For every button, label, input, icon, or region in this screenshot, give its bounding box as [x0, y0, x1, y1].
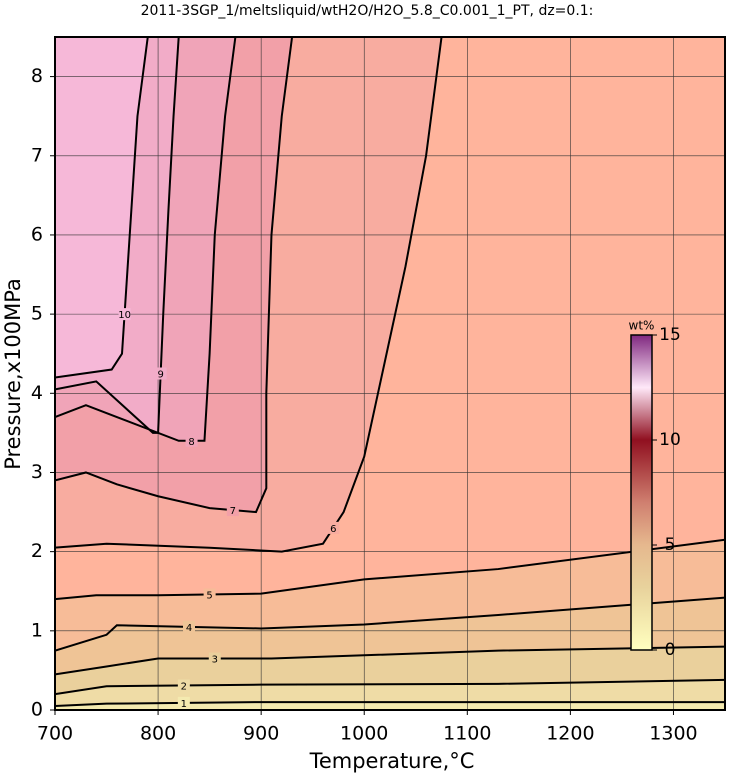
colorbar-tick-label: 15	[659, 325, 681, 345]
contour-label: 2	[181, 681, 187, 692]
contour-line	[55, 538, 725, 601]
y-tick-label: 5	[31, 303, 43, 325]
contour-label: 4	[186, 623, 192, 634]
colorbar-tick-label: 10	[659, 430, 681, 450]
y-tick-label: 2	[31, 540, 43, 562]
y-tick-label: 4	[31, 382, 43, 404]
x-tick-label: 1200	[546, 723, 594, 745]
contour-label-bg	[177, 696, 190, 709]
contour-band	[55, 37, 148, 378]
y-tick-label: 6	[31, 223, 43, 245]
y-tick-label: 0	[31, 699, 43, 721]
colorbar-label: wt%	[629, 319, 655, 333]
y-tick-label: 3	[31, 461, 43, 483]
contour-label-bg	[203, 588, 216, 601]
colorbar-tick-label: 0	[665, 640, 676, 660]
contour-line	[55, 37, 443, 553]
contour-line	[55, 596, 725, 652]
contour-line	[55, 37, 237, 442]
colorbar	[630, 334, 653, 651]
contour-label-bg	[183, 620, 195, 633]
contour-label-bg	[226, 504, 239, 517]
plot-area: 1 2 3 4 5 6 7 8 9 10	[55, 37, 725, 710]
colorbar-tick-label: 5	[665, 535, 676, 555]
contour-label: 9	[157, 370, 163, 381]
plot-frame	[54, 36, 726, 711]
contour-label-bg	[177, 679, 190, 692]
y-tick-label: 7	[31, 144, 43, 166]
x-tick-label: 1300	[649, 723, 697, 745]
contour-label-bg	[327, 521, 340, 534]
contour-label: 5	[206, 590, 212, 601]
x-tick-label: 700	[37, 723, 73, 745]
contour-label: 8	[188, 437, 194, 448]
contour-label: 6	[330, 524, 336, 535]
x-tick-label: 900	[243, 723, 279, 745]
x-axis-label: Temperature,°C	[309, 749, 475, 773]
contour-label-bg	[154, 367, 167, 380]
x-tick-label: 800	[140, 723, 176, 745]
contour-band	[55, 702, 725, 710]
contour-label: 1	[181, 699, 187, 710]
contour-label: 7	[230, 506, 236, 517]
contour-line	[55, 678, 725, 696]
y-tick-label: 8	[31, 65, 43, 87]
contour-label-bg	[208, 652, 221, 665]
contour-label: 10	[118, 310, 131, 321]
x-tick-label: 1000	[340, 723, 388, 745]
contour-line	[55, 37, 149, 379]
contour-line	[55, 37, 294, 514]
contour-label-bg	[185, 434, 198, 447]
x-tick-label: 1100	[443, 723, 491, 745]
contour-label: 3	[212, 655, 218, 666]
contour-label-bg	[118, 308, 131, 321]
y-tick-label: 1	[31, 619, 43, 641]
y-axis-label: Pressure,x100MPa	[1, 278, 25, 470]
chart-title: 2011-3SGP_1/meltsliquid/wtH2O/H2O_5.8_C0…	[141, 3, 594, 19]
